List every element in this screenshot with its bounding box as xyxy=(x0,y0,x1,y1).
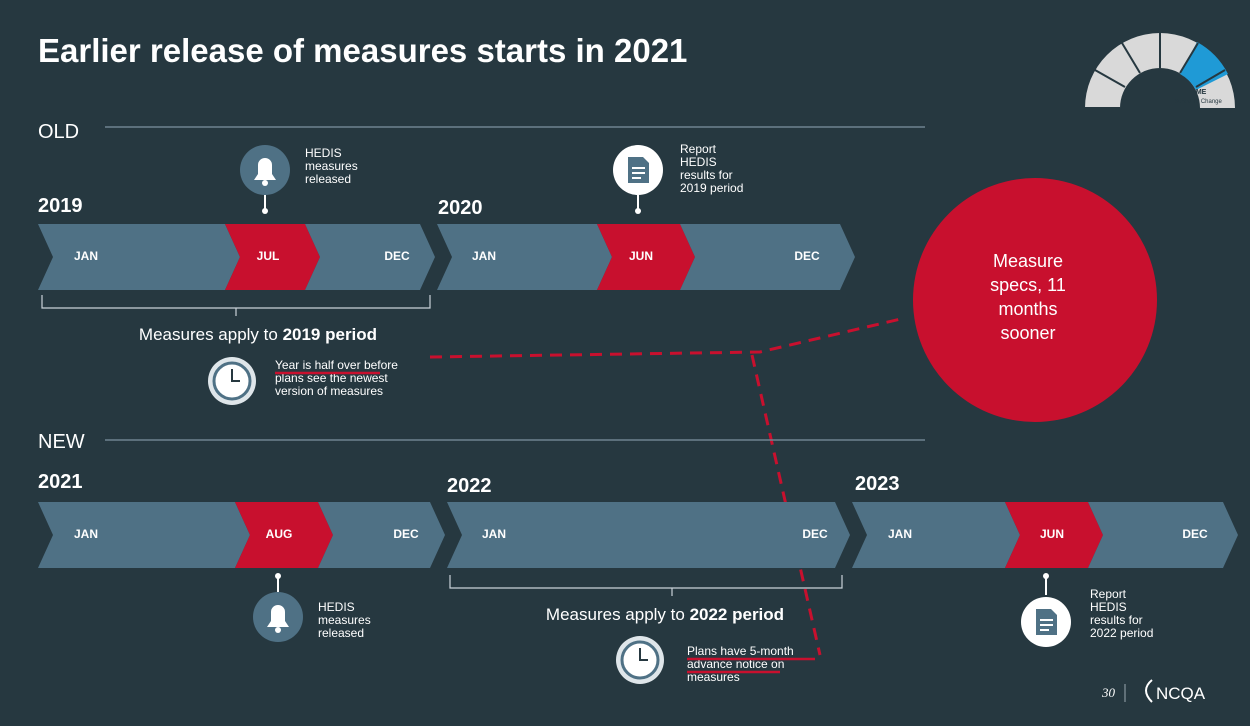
month: JAN xyxy=(472,249,496,263)
month: JUL xyxy=(257,249,280,263)
note: 2022 period xyxy=(1090,626,1153,640)
callout-text: specs, 11 xyxy=(990,275,1066,295)
callout-text: Measure xyxy=(993,251,1063,271)
bracket xyxy=(449,575,843,596)
note: advance notice on xyxy=(687,657,784,671)
period-text: Measures apply to xyxy=(546,605,685,624)
note: Year is half over before xyxy=(275,358,398,372)
badge-subtitle: Schedule Change xyxy=(1174,99,1222,105)
note: HEDIS xyxy=(318,600,355,614)
section-label: NEW xyxy=(38,431,85,453)
year: 2021 xyxy=(38,471,83,493)
month: AUG xyxy=(266,527,293,541)
report-icon xyxy=(1021,573,1071,647)
badge-title: TIME xyxy=(1190,89,1207,96)
note: measures xyxy=(687,670,740,684)
callout-circle xyxy=(913,178,1157,422)
note: HEDIS xyxy=(680,155,717,169)
month: JAN xyxy=(74,527,98,541)
page-number: 30 xyxy=(1101,685,1116,700)
month: JAN xyxy=(888,527,912,541)
period-bold: 2022 period xyxy=(690,605,785,624)
year: 2022 xyxy=(447,475,492,497)
note: released xyxy=(318,626,364,640)
clock-icon xyxy=(616,636,664,684)
note: HEDIS xyxy=(1090,600,1127,614)
connector xyxy=(429,316,906,656)
bell-icon xyxy=(240,145,290,214)
bell-icon xyxy=(253,573,303,642)
note: version of measures xyxy=(275,384,383,398)
bracket xyxy=(41,295,431,316)
note: measures xyxy=(318,613,371,627)
month: JUN xyxy=(1040,527,1064,541)
period-label: Measures apply to 2022 period xyxy=(546,605,784,624)
note: Plans have 5-month xyxy=(687,644,794,658)
month: DEC xyxy=(384,249,410,263)
callout-text: sooner xyxy=(1000,323,1055,343)
period-text: Measures apply to xyxy=(139,325,278,344)
month: JUN xyxy=(629,249,653,263)
note: measures xyxy=(305,159,358,173)
logo-mark xyxy=(1145,679,1153,703)
clock-icon xyxy=(208,357,256,405)
section-label: OLD xyxy=(38,121,79,143)
note: plans see the newest xyxy=(275,371,388,385)
logo: NCQA xyxy=(1156,684,1206,703)
note: Report xyxy=(1090,587,1127,601)
report-icon xyxy=(613,145,663,214)
note: results for xyxy=(1090,613,1143,627)
title: Earlier release of measures starts in 20… xyxy=(38,32,687,69)
timeline xyxy=(38,224,855,290)
badge: TIME Schedule Change xyxy=(1085,33,1235,109)
note: Report xyxy=(680,142,717,156)
month: DEC xyxy=(802,527,828,541)
period-bold: 2019 period xyxy=(283,325,378,344)
month: DEC xyxy=(393,527,419,541)
note: 2019 period xyxy=(680,181,743,195)
month: JAN xyxy=(74,249,98,263)
note: HEDIS xyxy=(305,146,342,160)
note: results for xyxy=(680,168,733,182)
month: DEC xyxy=(1182,527,1208,541)
year: 2019 xyxy=(38,195,83,217)
callout-text: months xyxy=(998,299,1057,319)
year: 2020 xyxy=(438,197,483,219)
year: 2023 xyxy=(855,473,900,495)
period-label: Measures apply to 2019 period xyxy=(139,325,377,344)
note: released xyxy=(305,172,351,186)
month: JAN xyxy=(482,527,506,541)
month: DEC xyxy=(794,249,820,263)
timeline xyxy=(38,502,1238,568)
